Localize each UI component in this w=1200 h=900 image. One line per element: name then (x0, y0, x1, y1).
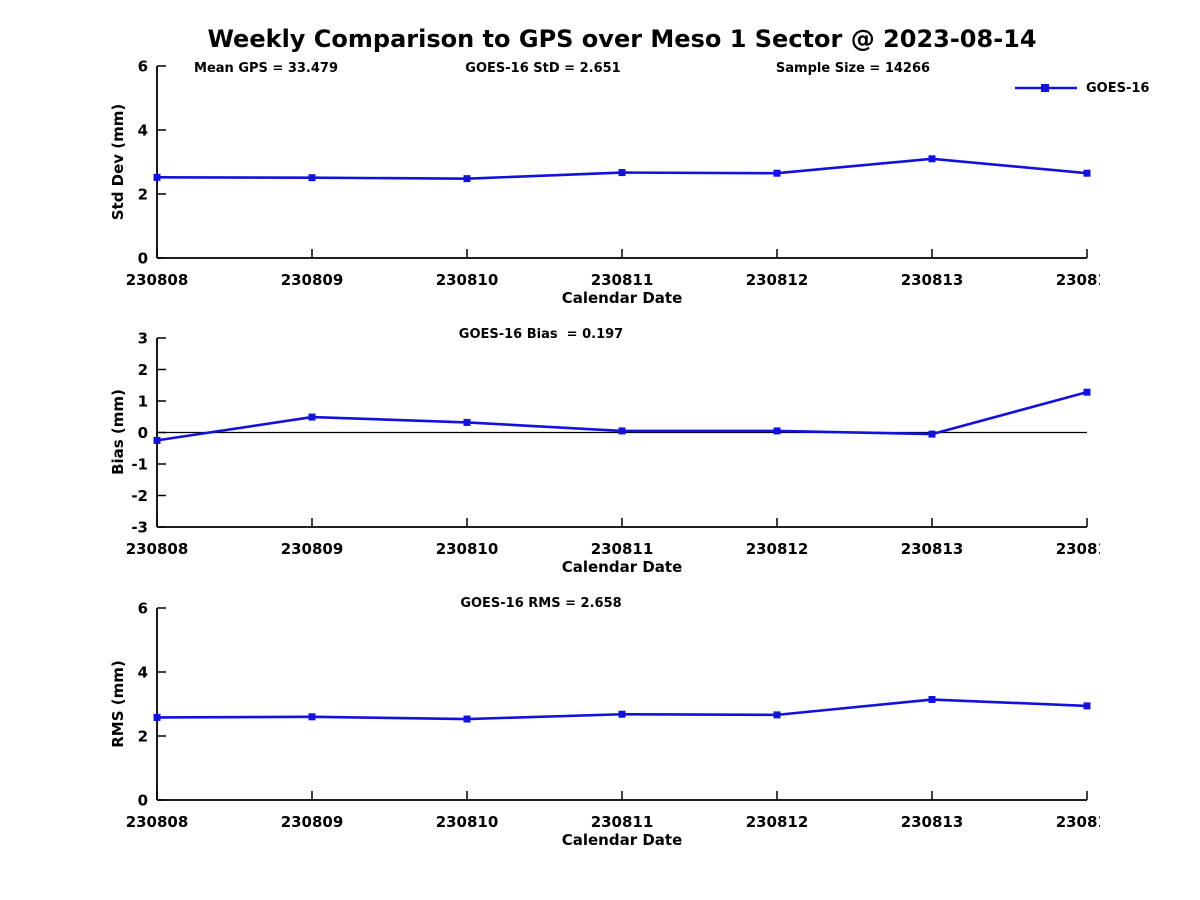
x-tick-label: 230812 (746, 540, 809, 558)
y-tick-label: 2 (138, 361, 148, 379)
y-tick-label: 6 (138, 58, 148, 76)
data-point-marker (463, 418, 471, 426)
data-point-marker (463, 715, 471, 723)
annotation-mean-gps: Mean GPS = 33.479 (194, 61, 338, 76)
x-tick-label: 230809 (281, 813, 344, 831)
data-point-marker (308, 174, 316, 182)
chart-std-dev: 0 2 4 6 230808 230809 230810 230811 230812 230813… (126, 58, 1100, 290)
x-tick-label: 230814 (1056, 271, 1100, 289)
x-tick-label: 230812 (746, 813, 809, 831)
x-tick-label: 230814 (1056, 540, 1100, 558)
x-tick-label: 230809 (281, 271, 344, 289)
x-tick-label: 230810 (436, 271, 499, 289)
x-tick-label: 230812 (746, 271, 809, 289)
data-point-marker (618, 427, 626, 435)
y-tick-label: -1 (131, 456, 148, 474)
y-tick-label: 4 (138, 122, 148, 140)
y-tick-label: -2 (131, 487, 148, 505)
x-tick-label: 230808 (126, 813, 189, 831)
x-axis-label-calendar-date: Calendar Date (561, 558, 683, 576)
figure-title: Weekly Comparison to GPS over Meso 1 Sec… (207, 25, 1037, 53)
y-tick-label: 0 (138, 250, 148, 268)
y-axis-label-rms: RMS (mm) (109, 660, 127, 748)
y-axis-label-bias: Bias (mm) (109, 389, 127, 475)
legend-label: GOES-16 (1086, 80, 1150, 96)
data-point-marker (618, 710, 626, 718)
y-tick-label: 6 (138, 600, 148, 618)
y-tick-label: 4 (138, 664, 148, 682)
subtitle-bias: GOES-16 Bias = 0.197 (458, 327, 624, 342)
y-tick-label: 1 (138, 393, 148, 411)
x-tick-label: 230811 (591, 271, 654, 289)
data-point-marker (928, 430, 936, 438)
annotation-sample-size: Sample Size = 14266 (775, 61, 931, 76)
x-tick-label: 230810 (436, 813, 499, 831)
data-point-marker (153, 436, 161, 444)
x-tick-label: 230814 (1056, 813, 1100, 831)
data-point-marker (928, 155, 936, 163)
data-point-marker (773, 169, 781, 177)
y-tick-label: 0 (138, 424, 148, 442)
y-axis-label-std-dev: Std Dev (mm) (109, 103, 127, 221)
y-tick-label: -3 (131, 519, 148, 537)
data-point-marker (153, 713, 161, 721)
x-axis-label-calendar-date: Calendar Date (561, 831, 683, 849)
data-point-marker (1083, 169, 1091, 177)
x-tick-label: 230813 (901, 540, 964, 558)
x-tick-label: 230809 (281, 540, 344, 558)
data-point-marker (928, 696, 936, 704)
data-point-marker (463, 175, 471, 183)
x-tick-label: 230808 (126, 271, 189, 289)
x-tick-label: 230811 (591, 540, 654, 558)
annotation-goes16-std: GOES-16 StD = 2.651 (465, 61, 621, 76)
x-tick-label: 230811 (591, 813, 654, 831)
y-tick-label: 3 (138, 330, 148, 348)
data-point-marker (308, 713, 316, 721)
data-point-marker (618, 169, 626, 177)
x-tick-label: 230808 (126, 540, 189, 558)
y-tick-label: 2 (138, 186, 148, 204)
data-point-marker (1083, 702, 1091, 710)
subtitle-rms: GOES-16 RMS = 2.658 (460, 596, 622, 611)
chart-bias: 3 2 1 0 -1 -2 -3 230808 230809 230810 230811 230812… (126, 330, 1100, 559)
legend: GOES-16 (1013, 80, 1149, 96)
data-point-marker (153, 173, 161, 181)
data-point-marker (308, 413, 316, 421)
x-tick-label: 230813 (901, 813, 964, 831)
y-tick-label: 0 (138, 792, 148, 810)
x-axis-label-calendar-date: Calendar Date (561, 289, 683, 307)
legend-line-marker-icon (1015, 84, 1077, 92)
x-tick-label: 230813 (901, 271, 964, 289)
chart-rms: 0 2 4 6 230808 230809 230810 230811 230812 230813… (126, 600, 1100, 832)
y-tick-label: 2 (138, 728, 148, 746)
data-point-marker (1083, 388, 1091, 396)
data-point-marker (773, 427, 781, 435)
x-tick-label: 230810 (436, 540, 499, 558)
data-point-marker (773, 711, 781, 719)
